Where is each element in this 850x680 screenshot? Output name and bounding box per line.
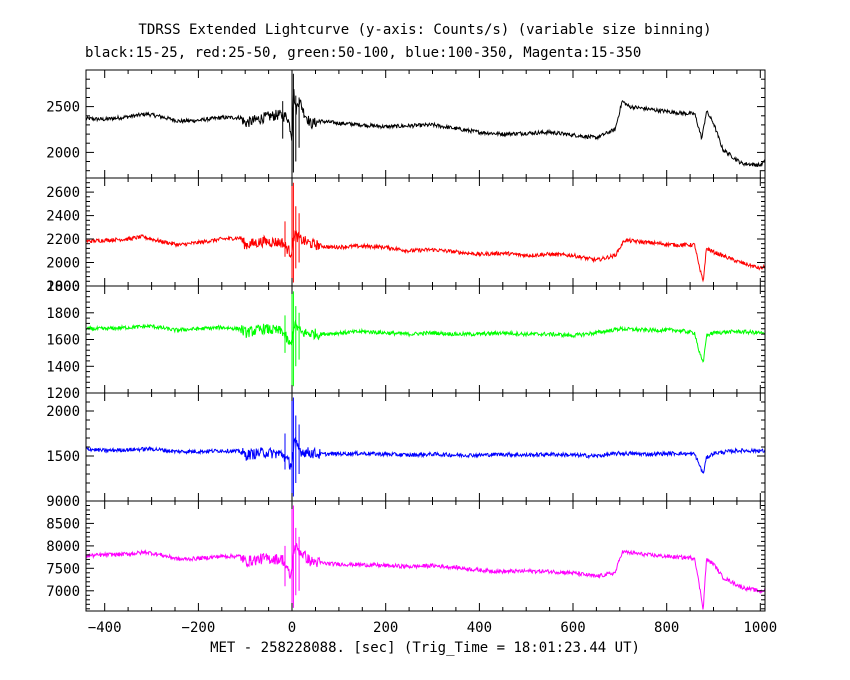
- y-tick-label: 7000: [46, 584, 80, 600]
- panel-4: 1500 2000: [46, 392, 766, 502]
- y-tick-label: 1200: [46, 386, 80, 402]
- y-tick-label: 8000: [46, 539, 80, 555]
- series-group-1: [86, 71, 765, 175]
- y-tick-label: 2200: [46, 232, 80, 248]
- y-tick-label: 1600: [46, 333, 80, 349]
- series-line-4: [86, 393, 765, 500]
- y-tick-label: 1500: [46, 449, 80, 465]
- y-tick-label: 2000: [46, 145, 80, 161]
- x-tick-label: 400: [467, 620, 492, 636]
- x-tick-label: 600: [560, 620, 585, 636]
- panel-5: 7000 7500 8000 8500 9000 −400 −200 0 200 400 600 80…: [46, 494, 777, 636]
- panel-1: 2000 2500: [46, 69, 766, 179]
- series-group-5: [86, 501, 765, 610]
- x-tick-label: −400: [88, 620, 122, 636]
- y-tick-label: 1800: [46, 306, 80, 322]
- series-group-4: [86, 393, 765, 500]
- y-tick-label: 2000: [46, 256, 80, 272]
- series-line-5: [86, 501, 765, 610]
- x-tick-label: 1000: [743, 620, 777, 636]
- panel-frame-3: [85, 285, 766, 394]
- series-group-2: [86, 178, 765, 284]
- y-tick-label: 7500: [46, 561, 80, 577]
- y-tick-label: 8500: [46, 516, 80, 532]
- series-group-3: [86, 287, 765, 391]
- panel-frame-2: [85, 177, 766, 287]
- y-tick-label: 1400: [46, 359, 80, 375]
- y-tick-label: 2000: [46, 404, 80, 420]
- panel-frame-4: [85, 392, 766, 502]
- series-line-1: [86, 71, 765, 175]
- y-tick-label: 2400: [46, 209, 80, 225]
- x-tick-label: −200: [182, 620, 216, 636]
- chart-subtitle: black:15-25, red:25-50, green:50-100, bl…: [85, 45, 642, 61]
- y-tick-label: 2500: [46, 100, 80, 116]
- series-line-2: [86, 178, 765, 284]
- y-tick-label: 1800: [46, 279, 80, 295]
- panels-group: 2000250018002000220024002600120014001600…: [46, 69, 777, 636]
- series-line-3: [86, 287, 765, 391]
- x-tick-label: 800: [654, 620, 679, 636]
- chart-title: TDRSS Extended Lightcurve (y-axis: Count…: [138, 22, 712, 38]
- x-axis-label: MET - 258228088. [sec] (Trig_Time = 18:0…: [210, 640, 640, 656]
- panel-frame-5: [85, 500, 766, 612]
- x-tick-label: 200: [373, 620, 398, 636]
- y-tick-label: 9000: [46, 494, 80, 510]
- y-tick-label: 2600: [46, 185, 80, 201]
- y-tick-label: 2000: [46, 279, 80, 295]
- x-tick-label: 0: [288, 620, 296, 636]
